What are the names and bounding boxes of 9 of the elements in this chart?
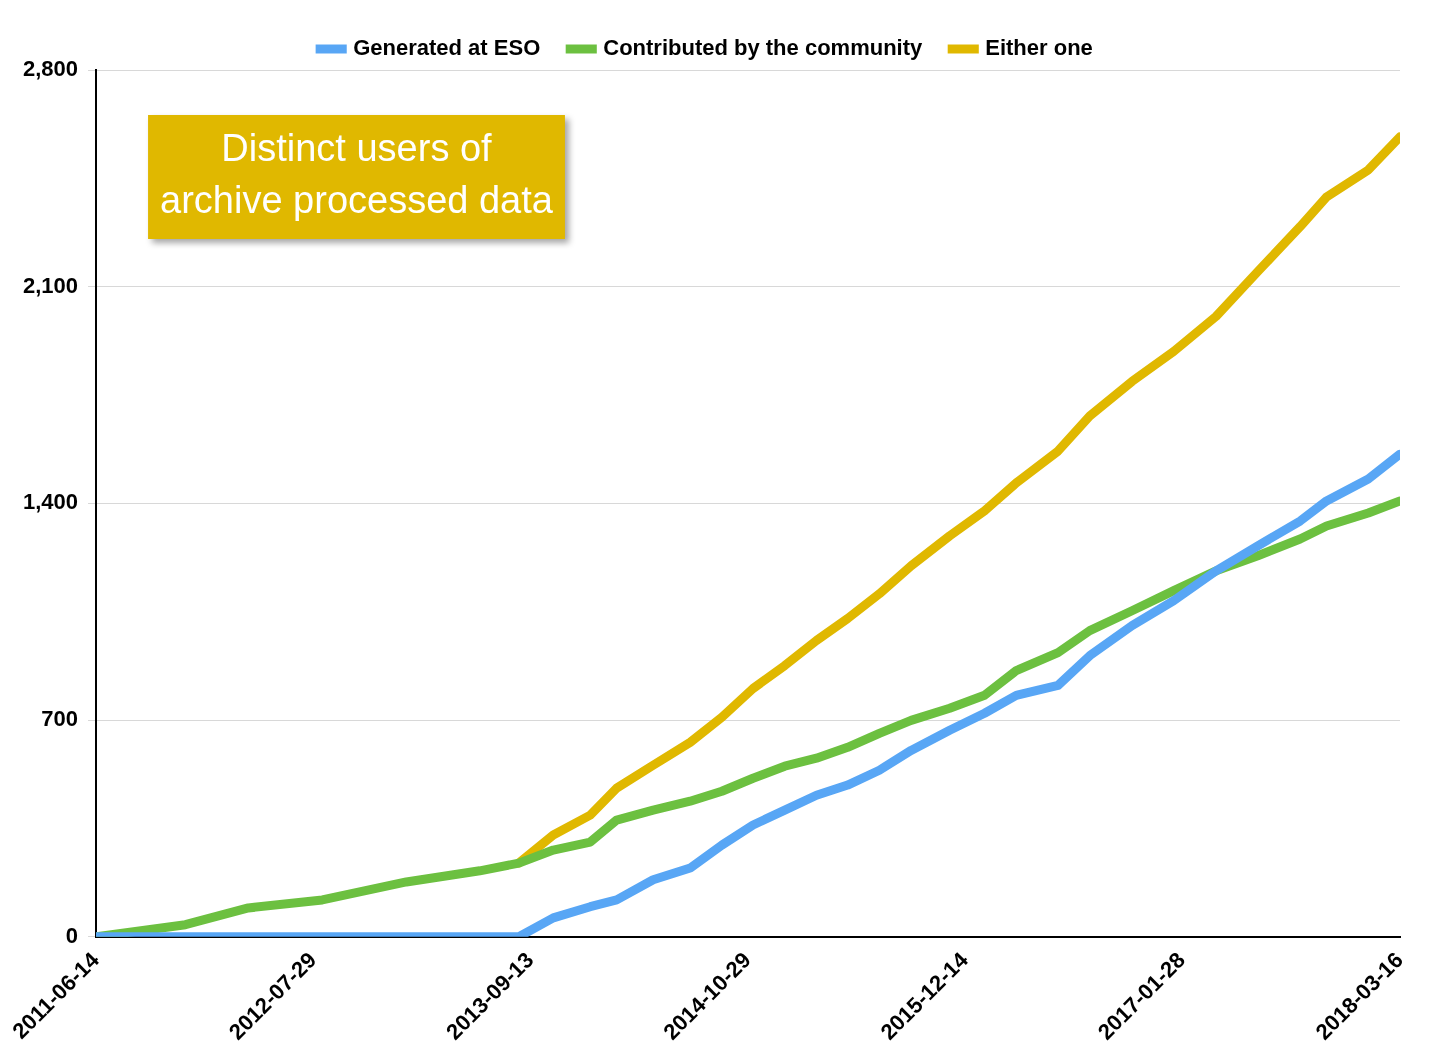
y-tick-label: 0 [65, 922, 79, 948]
legend-label: Either one [985, 35, 1093, 61]
y-tick-label: 2,800 [22, 56, 79, 82]
y-tick-label: 2,100 [22, 272, 79, 298]
y-tick-label: 1,400 [22, 489, 79, 515]
y-tick-label: 700 [41, 706, 79, 732]
legend-label: Contributed by the community [603, 35, 924, 61]
annotation: Distinct users of archive processed data [160, 127, 554, 222]
legend-label: Generated at ESO [353, 35, 541, 61]
